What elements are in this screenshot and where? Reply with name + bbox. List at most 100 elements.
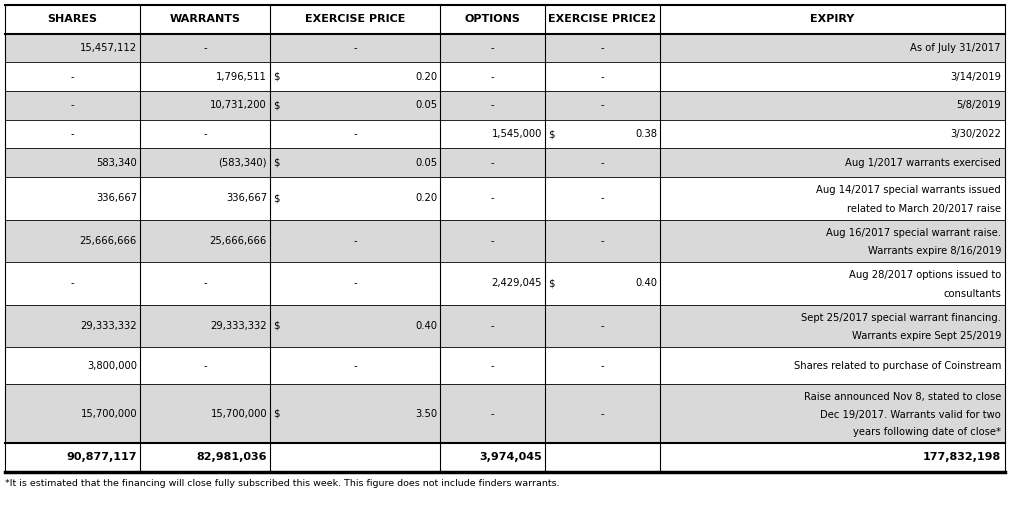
Text: Shares related to purchase of Coinstream: Shares related to purchase of Coinstream [794, 361, 1001, 371]
Text: -: - [203, 43, 207, 53]
Text: Aug 16/2017 special warrant raise.: Aug 16/2017 special warrant raise. [826, 227, 1001, 238]
Text: 29,333,332: 29,333,332 [81, 321, 137, 331]
Text: $: $ [273, 194, 280, 203]
Text: -: - [71, 101, 75, 110]
Text: 177,832,198: 177,832,198 [923, 452, 1001, 462]
Text: -: - [203, 278, 207, 289]
Text: 90,877,117: 90,877,117 [67, 452, 137, 462]
Bar [5, 5, 1005, 34]
Text: 3/14/2019: 3/14/2019 [950, 72, 1001, 82]
Text: -: - [601, 236, 604, 246]
Bar [5, 149, 1005, 177]
Bar [5, 220, 1005, 262]
Text: 82,981,036: 82,981,036 [197, 452, 267, 462]
Text: Aug 1/2017 warrants exercised: Aug 1/2017 warrants exercised [845, 158, 1001, 168]
Text: $: $ [548, 278, 554, 289]
Text: $: $ [273, 409, 280, 419]
Text: 25,666,666: 25,666,666 [80, 236, 137, 246]
Bar [5, 91, 1005, 120]
Bar [5, 305, 1005, 347]
Text: -: - [491, 158, 494, 168]
Text: -: - [601, 72, 604, 82]
Text: 15,700,000: 15,700,000 [81, 409, 137, 419]
Text: Sept 25/2017 special warrant financing.: Sept 25/2017 special warrant financing. [801, 313, 1001, 322]
Text: -: - [491, 101, 494, 110]
Text: -: - [601, 158, 604, 168]
Text: Aug 14/2017 special warrants issued: Aug 14/2017 special warrants issued [816, 185, 1001, 195]
Text: -: - [601, 101, 604, 110]
Text: EXERCISE PRICE2: EXERCISE PRICE2 [548, 14, 656, 25]
Text: -: - [601, 194, 604, 203]
Text: -: - [203, 129, 207, 139]
Text: 15,457,112: 15,457,112 [80, 43, 137, 53]
Text: (583,340): (583,340) [218, 158, 267, 168]
Text: -: - [71, 72, 75, 82]
Text: 336,667: 336,667 [226, 194, 267, 203]
Text: -: - [491, 194, 494, 203]
Text: 29,333,332: 29,333,332 [210, 321, 267, 331]
Text: 3.50: 3.50 [415, 409, 437, 419]
Text: 3,974,045: 3,974,045 [480, 452, 542, 462]
Text: Warrants expire Sept 25/2019: Warrants expire Sept 25/2019 [851, 331, 1001, 341]
Text: years following date of close*: years following date of close* [853, 427, 1001, 437]
Bar [5, 62, 1005, 91]
Text: 0.05: 0.05 [415, 101, 437, 110]
Text: -: - [601, 361, 604, 371]
Text: OPTIONS: OPTIONS [465, 14, 520, 25]
Text: -: - [491, 321, 494, 331]
Text: $: $ [273, 321, 280, 331]
Text: -: - [601, 409, 604, 419]
Text: 0.20: 0.20 [415, 194, 437, 203]
Text: 336,667: 336,667 [96, 194, 137, 203]
Text: Aug 28/2017 options issued to: Aug 28/2017 options issued to [848, 270, 1001, 280]
Text: 583,340: 583,340 [96, 158, 137, 168]
Text: 25,666,666: 25,666,666 [210, 236, 267, 246]
Text: 1,545,000: 1,545,000 [492, 129, 542, 139]
Text: 15,700,000: 15,700,000 [210, 409, 267, 419]
Text: $: $ [273, 72, 280, 82]
Text: EXERCISE PRICE: EXERCISE PRICE [305, 14, 405, 25]
Text: 0.38: 0.38 [635, 129, 656, 139]
Text: WARRANTS: WARRANTS [170, 14, 240, 25]
Text: -: - [354, 278, 357, 289]
Text: $: $ [273, 101, 280, 110]
Text: -: - [71, 129, 75, 139]
Text: -: - [491, 361, 494, 371]
Text: Raise announced Nov 8, stated to close: Raise announced Nov 8, stated to close [804, 392, 1001, 402]
Text: 10,731,200: 10,731,200 [210, 101, 267, 110]
Bar [5, 384, 1005, 443]
Text: 0.20: 0.20 [415, 72, 437, 82]
Text: -: - [71, 278, 75, 289]
Text: SHARES: SHARES [47, 14, 98, 25]
Text: -: - [601, 321, 604, 331]
Text: Dec 19/2017. Warrants valid for two: Dec 19/2017. Warrants valid for two [820, 410, 1001, 420]
Text: related to March 20/2017 raise: related to March 20/2017 raise [846, 203, 1001, 214]
Text: 0.40: 0.40 [635, 278, 656, 289]
Text: -: - [491, 236, 494, 246]
Text: 3/30/2022: 3/30/2022 [950, 129, 1001, 139]
Text: -: - [354, 361, 357, 371]
Text: consultants: consultants [943, 289, 1001, 298]
Text: 2,429,045: 2,429,045 [492, 278, 542, 289]
Text: 0.40: 0.40 [415, 321, 437, 331]
Text: As of July 31/2017: As of July 31/2017 [910, 43, 1001, 53]
Bar [5, 443, 1005, 472]
Text: $: $ [548, 129, 554, 139]
Bar [5, 120, 1005, 149]
Bar [5, 262, 1005, 305]
Text: -: - [354, 129, 357, 139]
Text: 0.05: 0.05 [415, 158, 437, 168]
Text: -: - [203, 361, 207, 371]
Text: 5/8/2019: 5/8/2019 [956, 101, 1001, 110]
Text: $: $ [273, 158, 280, 168]
Text: -: - [354, 43, 357, 53]
Text: 3,800,000: 3,800,000 [87, 361, 137, 371]
Text: -: - [601, 43, 604, 53]
Text: EXPIRY: EXPIRY [810, 14, 854, 25]
Text: Warrants expire 8/16/2019: Warrants expire 8/16/2019 [868, 246, 1001, 256]
Text: -: - [491, 409, 494, 419]
Text: -: - [491, 43, 494, 53]
Text: -: - [491, 72, 494, 82]
Text: 1,796,511: 1,796,511 [216, 72, 267, 82]
Bar [5, 347, 1005, 384]
